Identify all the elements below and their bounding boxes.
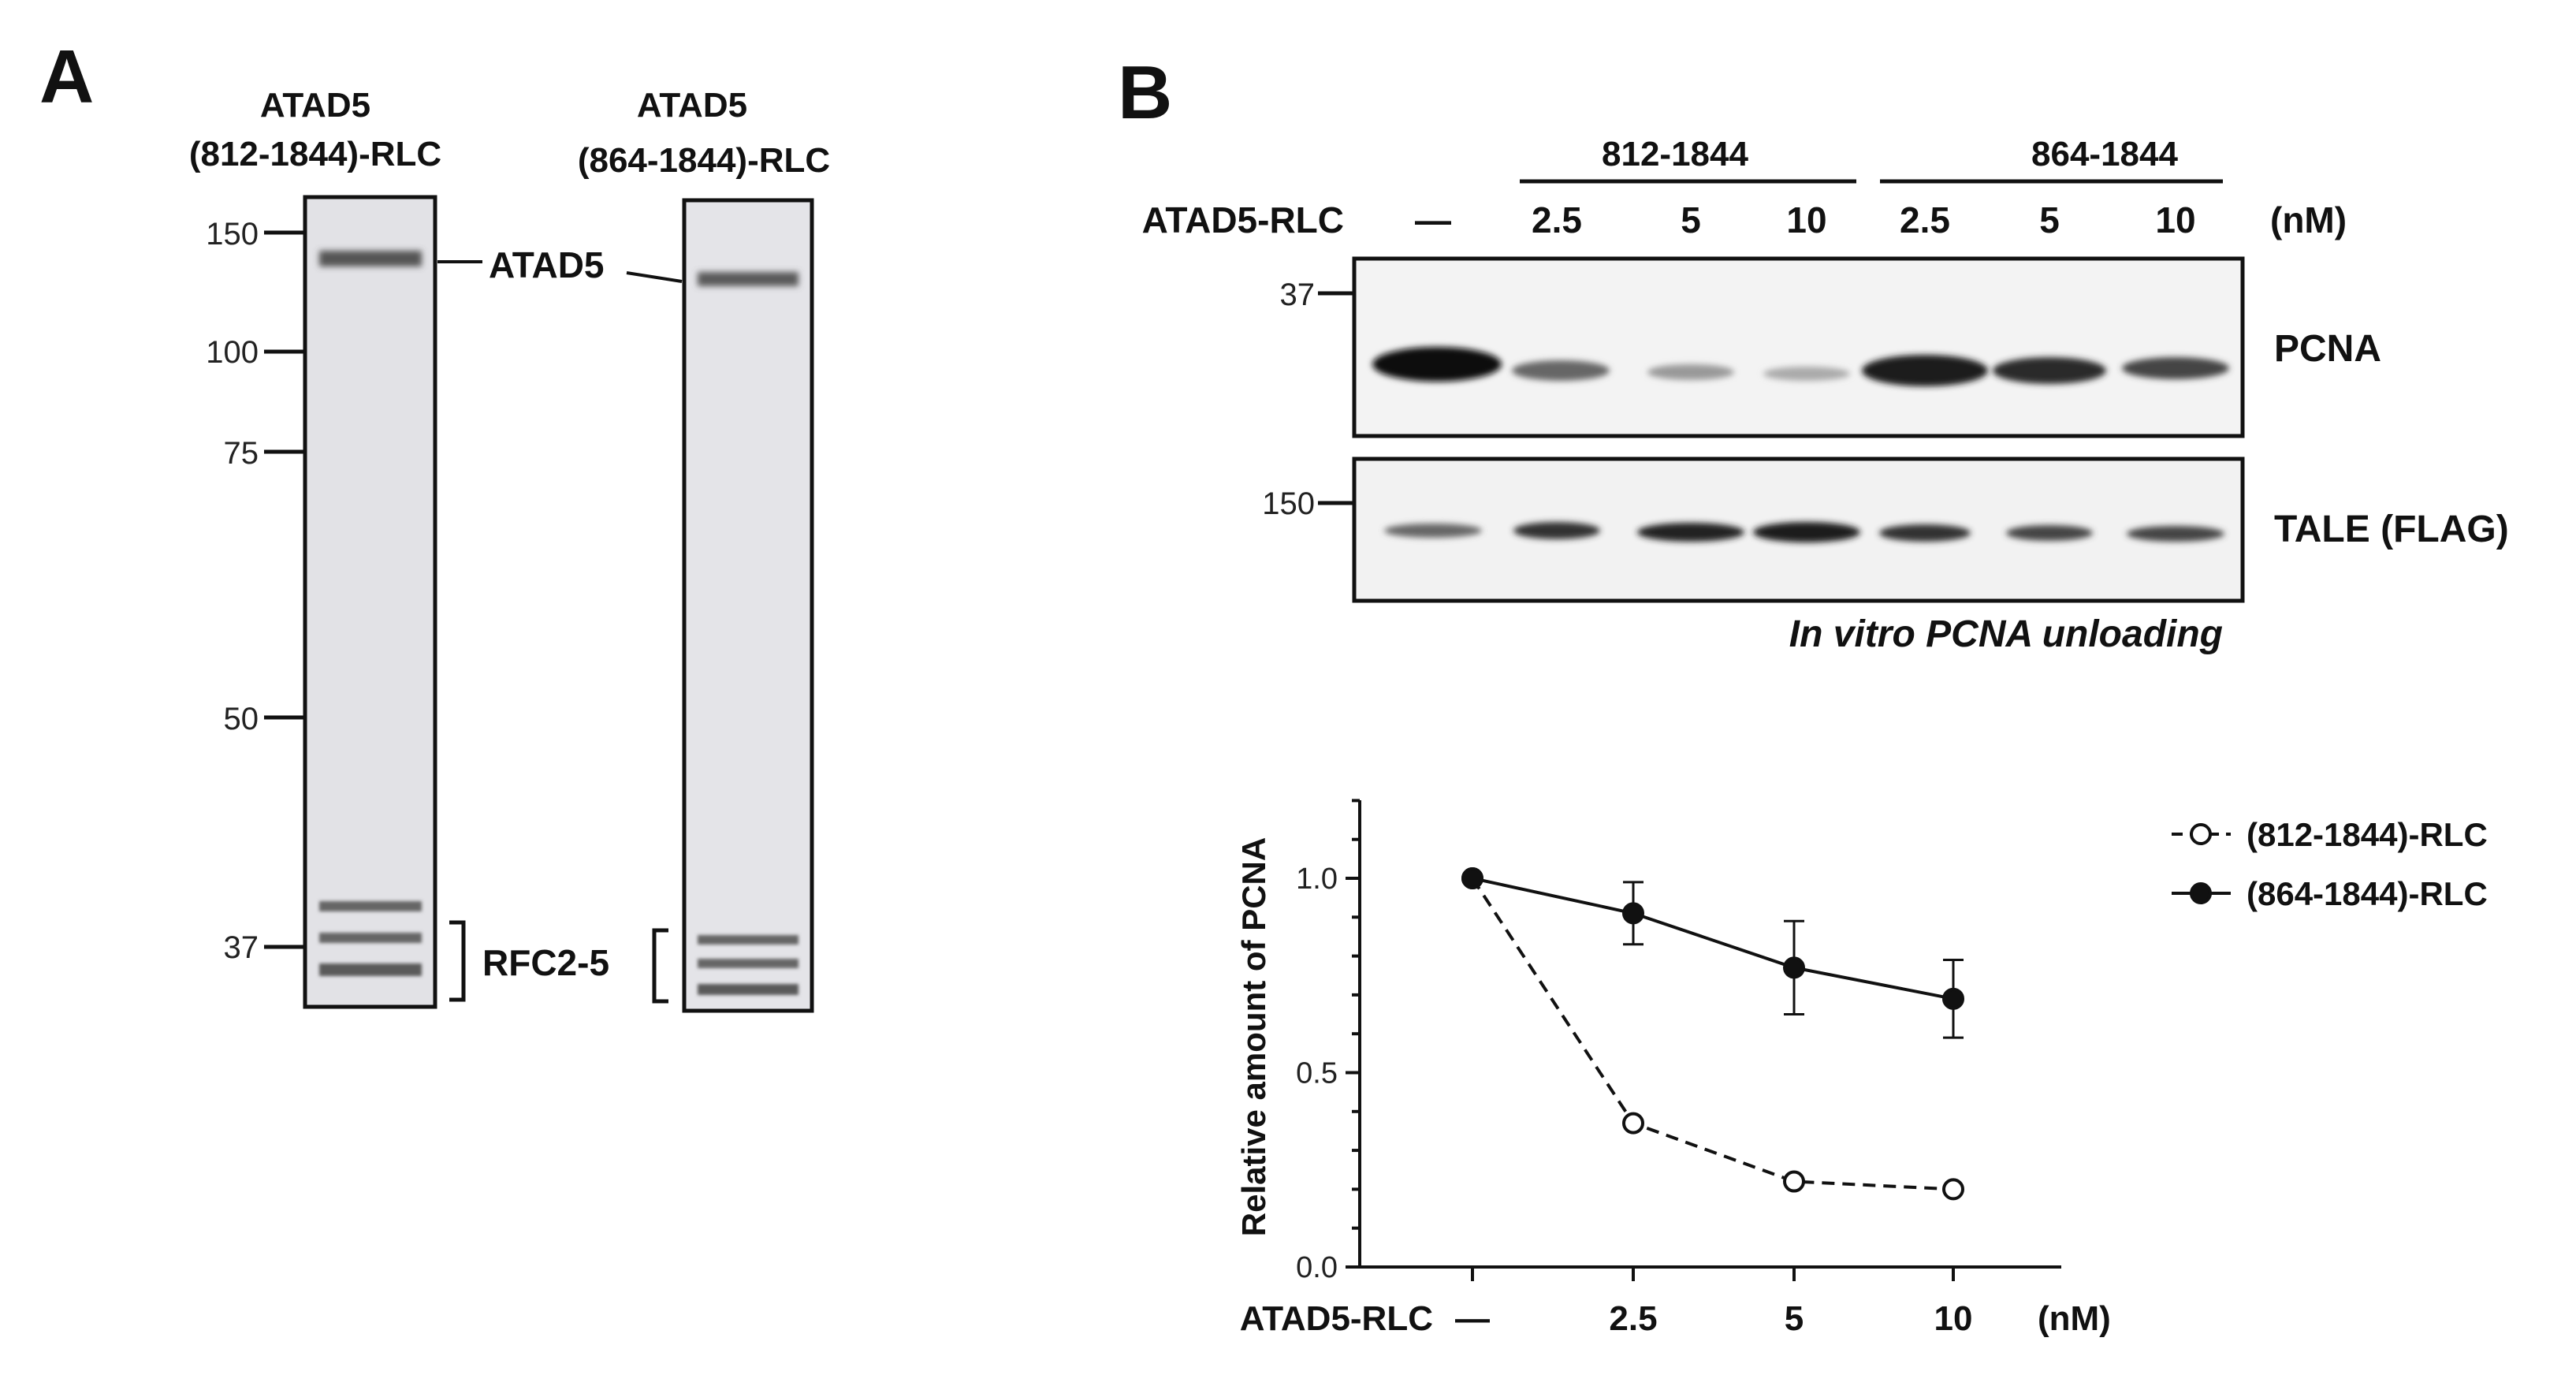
chart-x-unit: (nM) <box>2038 1299 2111 1338</box>
chart-x-tick-label: 2.5 <box>1609 1299 1657 1338</box>
lane1-title-line2: (812-1844)-RLC <box>189 135 441 173</box>
chart-x-axis-label: ATAD5-RLC <box>1240 1299 1433 1338</box>
lane-label-4: 10 <box>1786 199 1826 240</box>
lane-unit: (nM) <box>2270 199 2347 240</box>
mw-label-100: 100 <box>206 335 259 370</box>
group-label-864: 864-1844 <box>2031 135 2178 173</box>
lane-label-1: — <box>1415 199 1451 240</box>
series-line-0 <box>1471 877 1954 1191</box>
mw-markers: 150 100 75 50 37 <box>206 217 303 965</box>
lane2-title-line1: ATAD5 <box>637 86 747 125</box>
legend-label-0: (812-1844)-RLC <box>2247 816 2488 853</box>
pcna-blot <box>1352 256 2245 438</box>
lane2-title-line2: (864-1844)-RLC <box>578 141 830 180</box>
series-line-1 <box>1472 877 1954 1001</box>
tale-blot-label: TALE (FLAG) <box>2274 509 2509 550</box>
panel-a-label: A <box>39 35 94 119</box>
lane-label-7: 10 <box>2155 199 2195 240</box>
series-point-1 <box>1783 956 1805 979</box>
lane-label-5: 2.5 <box>1900 199 1950 240</box>
legend-marker-0 <box>2190 823 2212 845</box>
group-label-812: 812-1844 <box>1602 135 1748 173</box>
lane-label-6: 5 <box>2039 199 2060 240</box>
chart-x-tick-label: — <box>1455 1299 1490 1338</box>
gel-lane-1 <box>303 195 437 1009</box>
series-point-0 <box>1622 1112 1644 1135</box>
series-point-0 <box>1942 1178 1964 1201</box>
rfc-band-label: RFC2-5 <box>482 942 609 983</box>
series-point-1 <box>1461 867 1483 889</box>
lane-label-2: 2.5 <box>1532 199 1582 240</box>
pcna-mw-label: 37 <box>1280 278 1316 312</box>
lane1-title-line1: ATAD5 <box>260 86 370 125</box>
tale-blot <box>1352 456 2245 603</box>
legend-label-1: (864-1844)-RLC <box>2247 875 2488 912</box>
tale-mw-label: 150 <box>1262 486 1315 521</box>
pcna-blot-label: PCNA <box>2274 328 2381 370</box>
chart-y-tick-label: 0.5 <box>1296 1057 1338 1090</box>
pcna-line-chart: Relative amount of PCNA ATAD5-RLC (nM) 0… <box>1235 799 2488 1338</box>
legend-marker-1 <box>2190 882 2212 904</box>
chart-y-tick-label: 1.0 <box>1296 863 1338 896</box>
rfc-bracket-left <box>449 920 466 1002</box>
chart-x-tick-label: 10 <box>1934 1299 1973 1338</box>
panel-b-label: B <box>1118 50 1172 135</box>
mw-label-50: 50 <box>224 702 259 736</box>
chart-y-tick-label: 0.0 <box>1296 1251 1338 1284</box>
row-label-atad5-rlc: ATAD5-RLC <box>1142 199 1344 240</box>
rfc-bracket-right <box>652 928 668 1004</box>
series-point-0 <box>1783 1170 1805 1193</box>
series-point-1 <box>1622 902 1644 925</box>
series-point-1 <box>1942 987 1964 1010</box>
mw-label-37: 37 <box>224 930 259 965</box>
chart-x-tick-label: 5 <box>1785 1299 1804 1338</box>
atad5-band-label: ATAD5 <box>489 244 605 285</box>
chart-y-axis-label: Relative amount of PCNA <box>1235 837 1272 1236</box>
assay-caption: In vitro PCNA unloading <box>1789 613 2223 655</box>
lane-label-3: 5 <box>1681 199 1701 240</box>
gel-lane-2 <box>682 198 814 1013</box>
atad5-pointer-right <box>626 271 683 283</box>
mw-label-150: 150 <box>206 217 259 252</box>
mw-label-75: 75 <box>224 436 259 471</box>
